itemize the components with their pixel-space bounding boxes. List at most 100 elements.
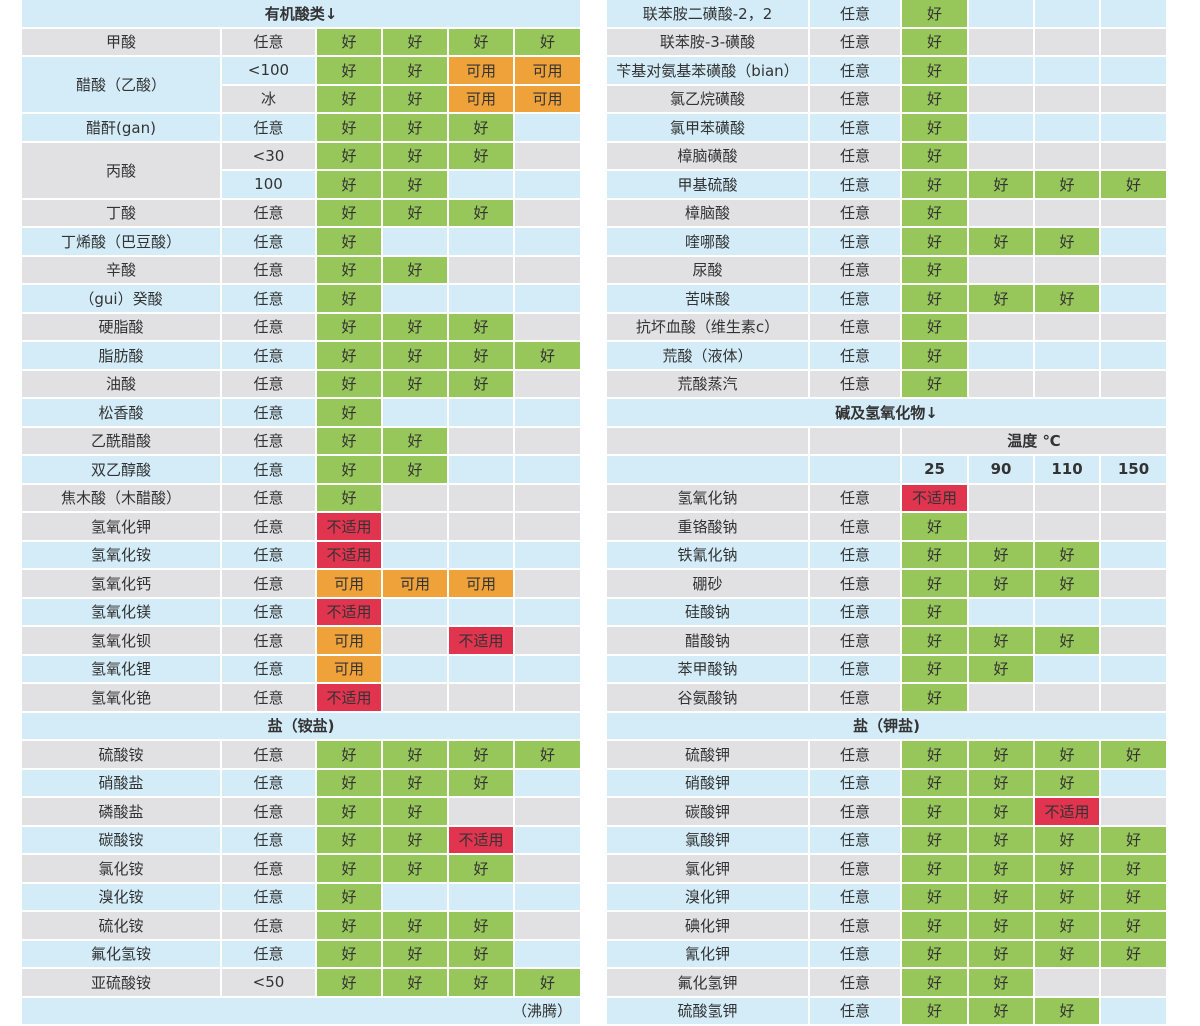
rating-cell: 好 (1035, 541, 1099, 568)
empty-cell (515, 456, 580, 483)
rating-cell: 好 (902, 513, 967, 540)
chemical-name: 硫化铵 (22, 912, 220, 939)
rating-cell: 不适用 (317, 684, 381, 711)
rating-cell: 好 (317, 85, 381, 112)
rating-cell: 不适用 (317, 541, 381, 568)
rating-cell: 好 (1035, 228, 1099, 255)
chemical-name: 氢氧化钡 (22, 627, 220, 654)
empty-cell (515, 940, 580, 967)
chemical-name: 焦木酸（木醋酸） (22, 484, 220, 511)
chemical-name: 抗坏血酸（维生素c） (607, 313, 808, 340)
rating-cell: 好 (449, 142, 513, 169)
empty-cell (383, 598, 447, 625)
rating-cell: 不适用 (902, 484, 967, 511)
rating-cell: 好 (902, 199, 967, 226)
empty-cell (1101, 769, 1166, 796)
empty-cell (1035, 313, 1099, 340)
rating-cell: 好 (449, 741, 513, 768)
rating-cell: 好 (449, 313, 513, 340)
concentration-cell: <100 (222, 57, 315, 84)
empty-cell (1035, 142, 1099, 169)
rating-cell: 好 (317, 171, 381, 198)
empty-cell (969, 684, 1033, 711)
rating-cell: 好 (969, 171, 1033, 198)
chemical-name: 丁酸 (22, 199, 220, 226)
empty-cell (515, 171, 580, 198)
rating-cell: 好 (317, 826, 381, 853)
empty-cell (1035, 114, 1099, 141)
rating-cell: 不适用 (449, 627, 513, 654)
empty-cell (383, 655, 447, 682)
rating-cell: 好 (317, 199, 381, 226)
empty-cell (515, 598, 580, 625)
rating-cell: 好 (969, 285, 1033, 312)
empty-cell (1035, 513, 1099, 540)
chemical-name: 硅酸钠 (607, 598, 808, 625)
empty-cell (515, 399, 580, 426)
chemical-name: 醋酸（乙酸） (22, 57, 220, 112)
rating-cell: 好 (449, 114, 513, 141)
chemical-name: 苦味酸 (607, 285, 808, 312)
chemical-name: 苯甲酸钠 (607, 655, 808, 682)
compatibility-table-left: 有机酸类↓ 甲酸 任意好好好好醋酸（乙酸） <100 好好可用 可用冰好好可用 可用 醋酐(g… (22, 0, 580, 1024)
concentration-cell: 任意 (810, 342, 900, 369)
concentration-cell: 任意 (810, 940, 900, 967)
rating-cell: 好 (969, 570, 1033, 597)
empty-cell (515, 313, 580, 340)
section-header: 盐（钾盐) (607, 712, 1166, 739)
temperature-column-header: 110 (1035, 456, 1099, 483)
rating-cell: 好 (969, 940, 1033, 967)
empty-cell (383, 285, 447, 312)
chemical-name: 碳酸钾 (607, 798, 808, 825)
empty-cell (1101, 598, 1166, 625)
empty-cell (969, 142, 1033, 169)
rating-cell: 好 (1035, 883, 1099, 910)
rating-cell: 好 (317, 969, 381, 996)
chemical-name: 氢氧化钠 (607, 484, 808, 511)
rating-cell: 好 (902, 28, 967, 55)
empty-cell (1101, 199, 1166, 226)
rating-cell: 好 (902, 684, 967, 711)
empty-cell (449, 228, 513, 255)
rating-cell: 好 (383, 769, 447, 796)
rating-cell: 好 (1035, 285, 1099, 312)
rating-cell: 不适用 (449, 826, 513, 853)
rating-cell: 好 (317, 912, 381, 939)
concentration-cell: 任意 (222, 684, 315, 711)
empty-cell (1101, 85, 1166, 112)
concentration-cell: 任意 (810, 997, 900, 1024)
rating-cell: 好 (969, 855, 1033, 882)
rating-cell: 好 (969, 969, 1033, 996)
empty-cell (1035, 684, 1099, 711)
table-note: （沸腾） (22, 997, 580, 1024)
rating-cell: 好 (449, 28, 513, 55)
rating-cell: 好 (902, 598, 967, 625)
empty-cell (449, 598, 513, 625)
empty-cell (383, 684, 447, 711)
empty-cell (383, 513, 447, 540)
chemical-name: 碘化钾 (607, 912, 808, 939)
concentration-cell: 任意 (810, 826, 900, 853)
rating-cell: 好 (383, 855, 447, 882)
empty-cell (515, 655, 580, 682)
empty-cell (383, 541, 447, 568)
empty-cell (969, 342, 1033, 369)
rating-cell: 好 (969, 997, 1033, 1024)
rating-cell: 好 (383, 57, 447, 84)
rating-cell: 可用 (317, 655, 381, 682)
rating-cell: 好 (902, 627, 967, 654)
empty-cell (515, 228, 580, 255)
chemical-name: 重铬酸钠 (607, 513, 808, 540)
rating-cell: 好 (317, 399, 381, 426)
concentration-cell: 任意 (810, 256, 900, 283)
chemical-name: 氯甲苯磺酸 (607, 114, 808, 141)
concentration-cell: 任意 (222, 855, 315, 882)
rating-cell: 好 (383, 370, 447, 397)
concentration-cell: 冰 (222, 85, 315, 112)
rating-cell: 好 (383, 28, 447, 55)
empty-cell (449, 171, 513, 198)
rating-cell: 好 (969, 627, 1033, 654)
rating-cell: 好 (969, 741, 1033, 768)
rating-cell: 好 (317, 940, 381, 967)
empty-cell (1101, 655, 1166, 682)
